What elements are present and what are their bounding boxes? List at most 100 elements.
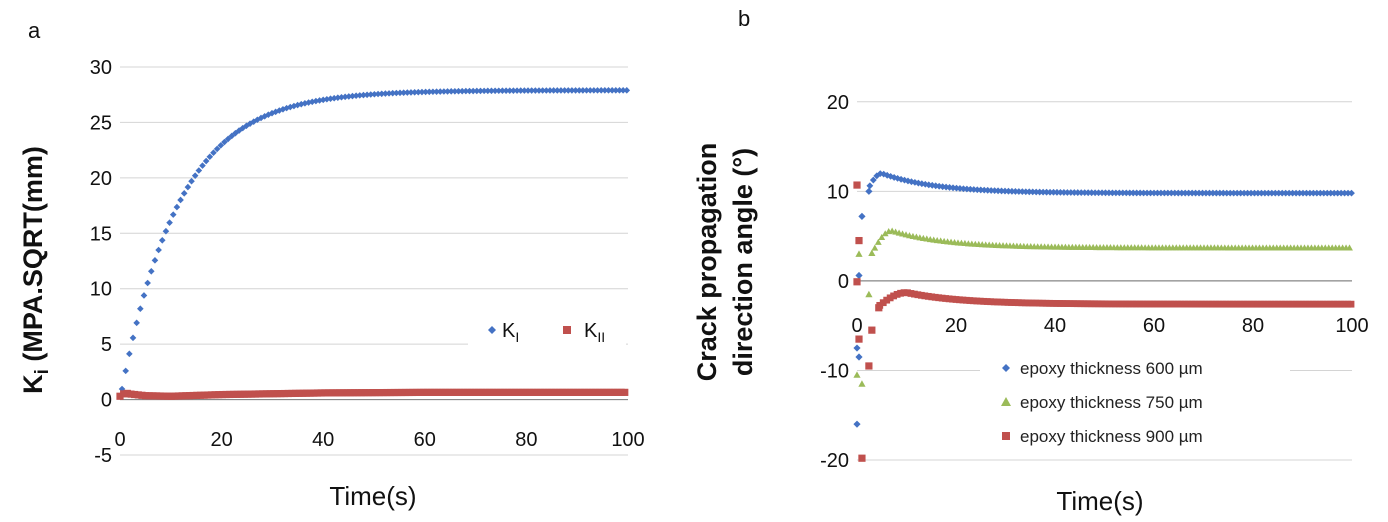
data-point-kii xyxy=(259,390,267,398)
data-point-750 xyxy=(878,233,886,241)
data-point-600 xyxy=(1334,189,1342,197)
data-point-600 xyxy=(1292,189,1300,197)
data-point-600 xyxy=(1192,189,1199,197)
data-point-kii xyxy=(591,388,600,396)
data-point-900 xyxy=(911,290,918,298)
data-point-ki xyxy=(404,89,411,96)
data-point-900 xyxy=(1108,300,1116,308)
data-point-kii xyxy=(551,388,559,396)
data-point-600 xyxy=(1133,189,1141,197)
data-point-kii xyxy=(233,390,241,398)
data-point-ki xyxy=(224,135,232,143)
data-point-ki xyxy=(597,87,605,94)
data-point-900 xyxy=(1073,300,1081,308)
data-point-600 xyxy=(1122,189,1130,197)
y-tick-label: 10 xyxy=(827,181,849,203)
data-point-kii xyxy=(405,388,413,397)
data-point-ki xyxy=(169,211,177,218)
data-point-kii xyxy=(240,390,248,398)
legend-marker-750 xyxy=(1001,397,1011,406)
data-point-900 xyxy=(1222,300,1230,308)
data-point-600 xyxy=(1202,189,1210,197)
x-tick-label: 0 xyxy=(851,315,862,337)
data-point-ki xyxy=(166,219,173,226)
data-points-b xyxy=(853,170,1355,462)
data-point-600 xyxy=(1140,189,1148,197)
data-point-900 xyxy=(1191,300,1199,308)
data-point-ki xyxy=(217,142,225,149)
data-point-kii xyxy=(152,392,161,400)
data-point-ki xyxy=(385,90,393,97)
data-point-600 xyxy=(1348,189,1355,197)
data-point-kii xyxy=(460,388,468,396)
data-point-900 xyxy=(914,291,922,299)
data-point-kii xyxy=(299,389,307,397)
data-point-900 xyxy=(868,326,876,334)
data-point-ki xyxy=(180,190,188,197)
data-point-600 xyxy=(1254,189,1262,197)
x-ticks-b: 0 20 40 60 80 100 xyxy=(851,315,1368,337)
panel-label-b: b xyxy=(738,6,750,31)
data-point-600 xyxy=(1154,189,1161,197)
data-point-750 xyxy=(1346,244,1353,251)
data-point-600 xyxy=(1240,189,1248,197)
data-point-600 xyxy=(1320,189,1328,197)
data-point-kii xyxy=(185,392,194,400)
data-point-ki xyxy=(286,103,294,111)
data-point-ki xyxy=(550,87,557,94)
y-axis-label-b-line2: direction angle (°) xyxy=(728,148,758,376)
data-point-kii xyxy=(229,390,237,398)
data-point-600 xyxy=(1206,189,1213,197)
data-point-600 xyxy=(1275,189,1283,197)
data-point-ki xyxy=(477,87,484,95)
data-point-600 xyxy=(1188,189,1196,197)
data-point-kii xyxy=(474,388,483,396)
data-point-kii xyxy=(566,388,574,396)
data-point-kii xyxy=(610,388,618,396)
data-point-600 xyxy=(1299,189,1307,197)
data-point-kii xyxy=(387,388,395,397)
data-point-kii xyxy=(599,388,607,396)
data-point-kii xyxy=(438,388,446,396)
data-point-kii xyxy=(328,389,336,397)
data-point-900 xyxy=(1049,299,1057,307)
data-point-kii xyxy=(537,388,545,396)
data-point-ki xyxy=(316,97,323,104)
data-point-ki xyxy=(575,87,583,94)
legend-a: KI KII xyxy=(488,320,605,345)
data-point-kii xyxy=(123,389,131,398)
data-point-600 xyxy=(1289,189,1296,197)
data-point-kii xyxy=(277,390,285,398)
y-tick-label: 0 xyxy=(101,390,112,412)
data-point-750 xyxy=(865,290,873,298)
data-point-kii xyxy=(394,388,402,397)
data-point-ki xyxy=(484,87,492,95)
data-point-900 xyxy=(1243,300,1251,308)
data-point-600 xyxy=(1074,189,1082,196)
data-point-ki xyxy=(367,91,375,98)
data-point-kii xyxy=(270,390,278,398)
data-point-kii xyxy=(343,389,351,397)
data-point-900 xyxy=(1347,300,1355,308)
data-point-ki xyxy=(162,227,170,235)
data-point-ki xyxy=(444,88,451,95)
data-point-900 xyxy=(1202,300,1209,308)
data-point-900 xyxy=(1264,300,1272,308)
data-point-900 xyxy=(1084,300,1092,308)
data-point-900 xyxy=(1018,299,1026,307)
panel-label-a: a xyxy=(28,18,41,43)
data-point-900 xyxy=(959,296,967,304)
data-point-kii xyxy=(423,388,431,396)
y-tick-label: -5 xyxy=(94,445,112,467)
data-point-900 xyxy=(1240,300,1247,308)
data-point-900 xyxy=(1281,300,1289,308)
data-point-ki xyxy=(623,87,631,94)
data-point-ki xyxy=(221,138,228,146)
data-point-900 xyxy=(1309,300,1317,308)
data-point-600 xyxy=(1098,189,1106,197)
data-point-ki xyxy=(363,91,371,99)
data-point-600 xyxy=(1109,189,1116,197)
data-point-900 xyxy=(1330,300,1338,308)
data-point-kii xyxy=(280,389,289,398)
data-point-kii xyxy=(584,388,592,396)
